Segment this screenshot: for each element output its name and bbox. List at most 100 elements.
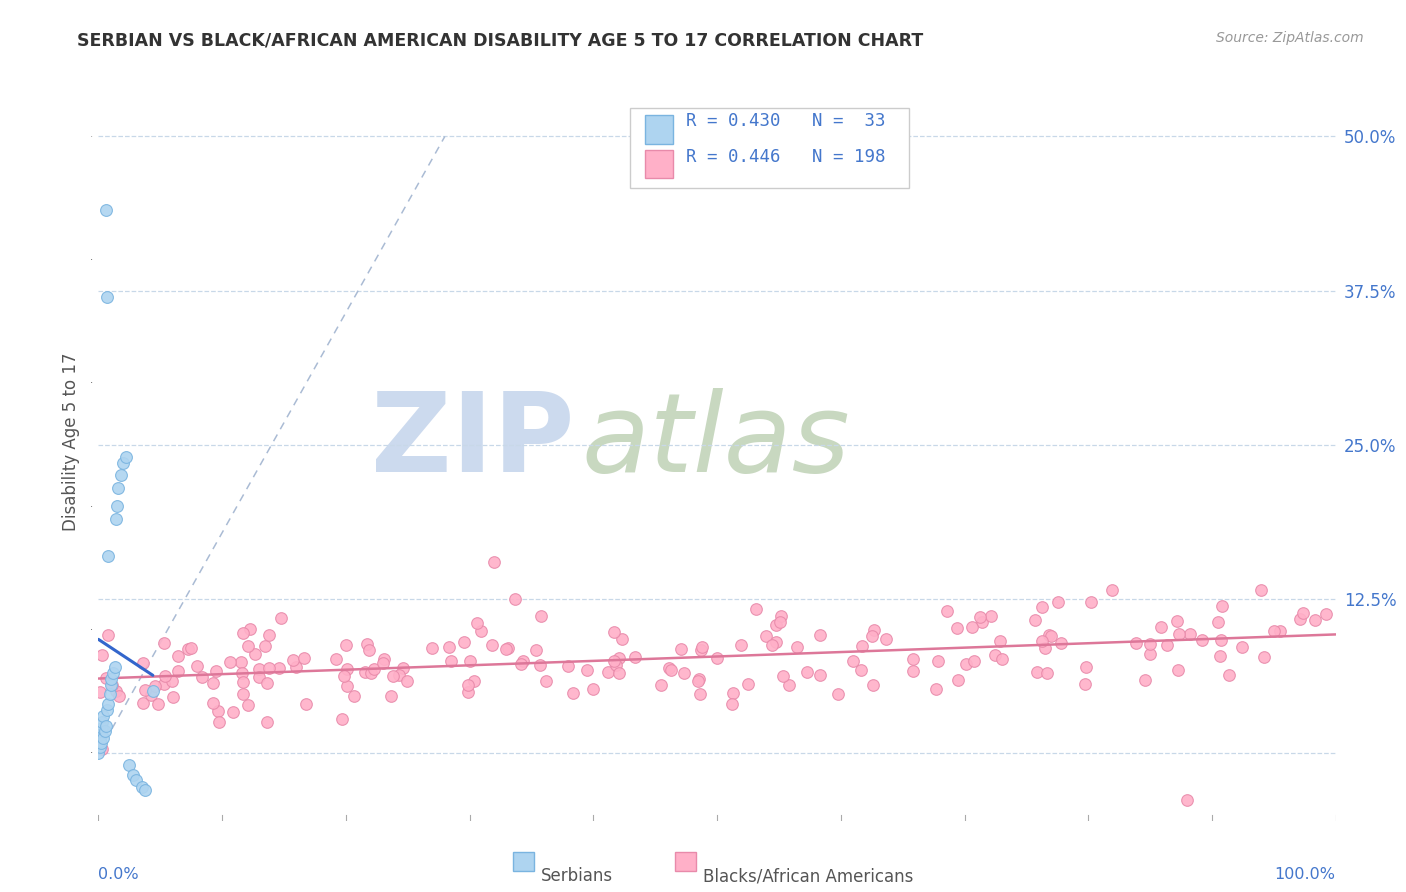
Point [1206, 615, 1229, 630]
Point [1125, 636, 1147, 650]
Point [437, 640, 460, 654]
Point [808, 628, 831, 642]
Point [935, 604, 957, 618]
Point [453, 635, 475, 649]
Point [254, 639, 277, 653]
Point [1036, 666, 1059, 681]
Point [167, 648, 190, 663]
Point [557, 659, 579, 673]
Point [1135, 673, 1157, 687]
Point [100, 672, 122, 686]
Point [232, 687, 254, 701]
Text: R = 0.446   N = 198: R = 0.446 N = 198 [686, 148, 886, 166]
Point [1168, 627, 1191, 641]
Point [1315, 607, 1337, 622]
Point [659, 663, 682, 677]
Point [420, 641, 443, 656]
Point [91, 714, 114, 729]
Point [153, 669, 176, 683]
Point [295, 698, 318, 712]
Point [396, 673, 419, 688]
Point [786, 640, 808, 654]
Point [247, 670, 270, 684]
Point [131, 780, 153, 795]
Point [778, 678, 800, 692]
Point [91, 721, 114, 735]
Point [862, 678, 884, 692]
Point [524, 642, 547, 657]
Point [1074, 660, 1097, 674]
Point [330, 712, 353, 726]
Text: Source: ZipAtlas.com: Source: ZipAtlas.com [1216, 31, 1364, 45]
Point [104, 511, 127, 525]
Point [259, 628, 281, 642]
Point [382, 669, 405, 683]
Point [1270, 624, 1292, 638]
Point [1101, 583, 1123, 598]
Text: 0.0%: 0.0% [98, 867, 139, 882]
Point [1080, 594, 1102, 608]
Point [512, 654, 534, 668]
Point [112, 456, 135, 470]
Point [1166, 614, 1188, 628]
Point [669, 641, 692, 656]
Point [481, 638, 503, 652]
Point [1191, 633, 1213, 648]
FancyBboxPatch shape [645, 150, 672, 178]
Point [90, 736, 112, 750]
Point [561, 686, 583, 700]
Point [94, 203, 117, 218]
Point [222, 706, 245, 720]
Point [1230, 640, 1253, 654]
Text: Serbians: Serbians [541, 867, 613, 885]
Point [134, 683, 156, 698]
Point [772, 669, 794, 683]
Point [672, 666, 695, 681]
Point [247, 662, 270, 676]
Point [107, 690, 129, 704]
Point [380, 690, 402, 704]
Point [529, 658, 551, 673]
Point [143, 679, 166, 693]
Point [97, 697, 120, 711]
Point [97, 549, 120, 563]
Point [205, 664, 228, 678]
Point [1031, 599, 1053, 614]
Point [186, 659, 208, 673]
Point [745, 602, 768, 616]
Text: 100.0%: 100.0% [1275, 867, 1336, 882]
Point [536, 674, 558, 689]
Point [862, 623, 884, 637]
Text: Blacks/African Americans: Blacks/African Americans [703, 867, 914, 885]
Point [737, 677, 759, 691]
Point [103, 665, 125, 680]
Point [503, 591, 526, 606]
Point [357, 643, 380, 657]
Point [1033, 640, 1056, 655]
Point [191, 670, 214, 684]
Point [849, 663, 872, 677]
Point [689, 687, 711, 701]
Point [363, 662, 385, 676]
Point [984, 648, 1007, 662]
Point [1209, 648, 1232, 663]
Point [162, 690, 184, 705]
Point [245, 648, 267, 662]
Point [761, 638, 783, 652]
Point [796, 665, 818, 679]
Point [1303, 613, 1326, 627]
Point [104, 683, 127, 698]
Point [373, 652, 395, 666]
Point [955, 657, 977, 672]
Point [946, 673, 969, 688]
Point [353, 665, 375, 680]
Point [207, 704, 229, 718]
Point [607, 665, 630, 680]
Point [336, 662, 359, 676]
Point [484, 555, 506, 569]
Text: atlas: atlas [581, 388, 849, 495]
Point [1263, 624, 1285, 639]
Point [1156, 639, 1178, 653]
Point [238, 639, 260, 653]
Point [1178, 627, 1201, 641]
